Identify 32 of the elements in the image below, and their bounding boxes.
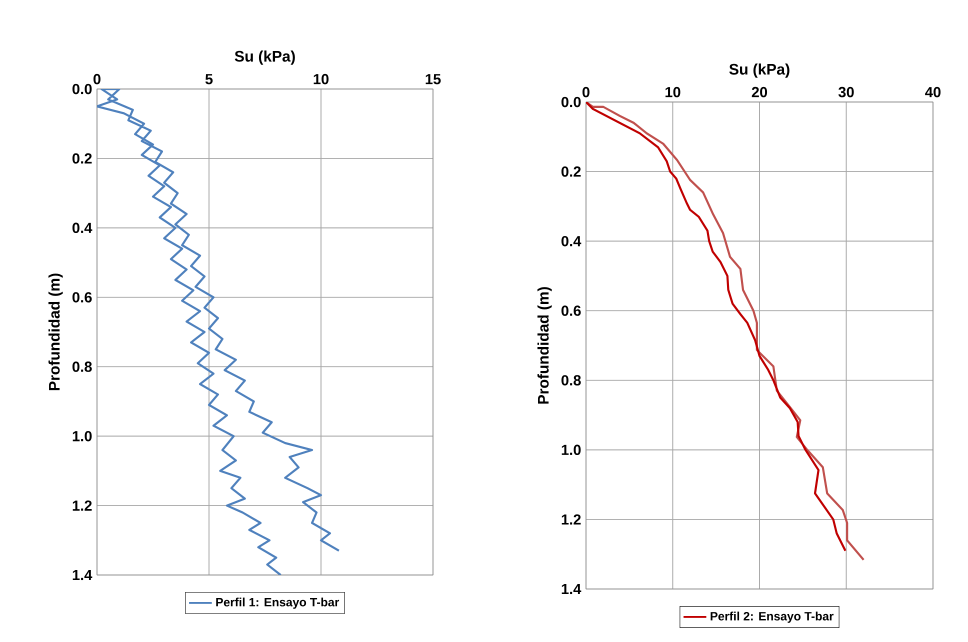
y-tick-label: 0.0 xyxy=(72,84,92,94)
y-tick-label: 1.2 xyxy=(562,514,581,525)
y-tick-label: 1.2 xyxy=(72,500,92,511)
y-tick-label: 0.4 xyxy=(72,222,92,234)
x-tick-label: 0 xyxy=(582,86,590,98)
x-tick-label: 15 xyxy=(426,74,441,84)
y-tick-label: 1.4 xyxy=(562,584,582,594)
x-tick-label: 5 xyxy=(205,74,213,84)
y-tick-label: 0.6 xyxy=(561,306,581,316)
y-axis-title: Profundidad (m) xyxy=(537,287,552,404)
x-tick-label: 10 xyxy=(666,86,680,98)
y-tick-label: 0.8 xyxy=(72,362,92,372)
legend-label: Perfil 2: Ensayo T-bar xyxy=(710,612,834,623)
x-tick-label: 0 xyxy=(94,74,100,84)
y-tick-label: 0.2 xyxy=(561,166,581,177)
y-axis-title: Profundidad (m) xyxy=(48,274,63,390)
y-tick-label: 1.4 xyxy=(72,570,92,580)
x-axis-title: Su (kPa) xyxy=(234,50,295,65)
y-tick-label: 0.2 xyxy=(72,153,92,164)
y-tick-label: 0.8 xyxy=(561,375,581,386)
line-series xyxy=(97,89,340,575)
y-tick-label: 1.0 xyxy=(562,444,581,456)
x-tick-label: 10 xyxy=(314,74,329,84)
x-tick-label: 30 xyxy=(838,86,854,98)
y-tick-label: 0.4 xyxy=(561,236,582,246)
x-tick-label: 20 xyxy=(752,86,768,98)
legend-label: Perfil 1: Ensayo T-bar xyxy=(216,598,340,609)
y-tick-label: 0.0 xyxy=(561,96,581,108)
y-tick-label: 1.0 xyxy=(72,430,92,442)
x-tick-label: 40 xyxy=(925,86,941,98)
x-axis-title: Su (kPa) xyxy=(729,63,790,78)
y-tick-label: 0.6 xyxy=(72,292,92,302)
